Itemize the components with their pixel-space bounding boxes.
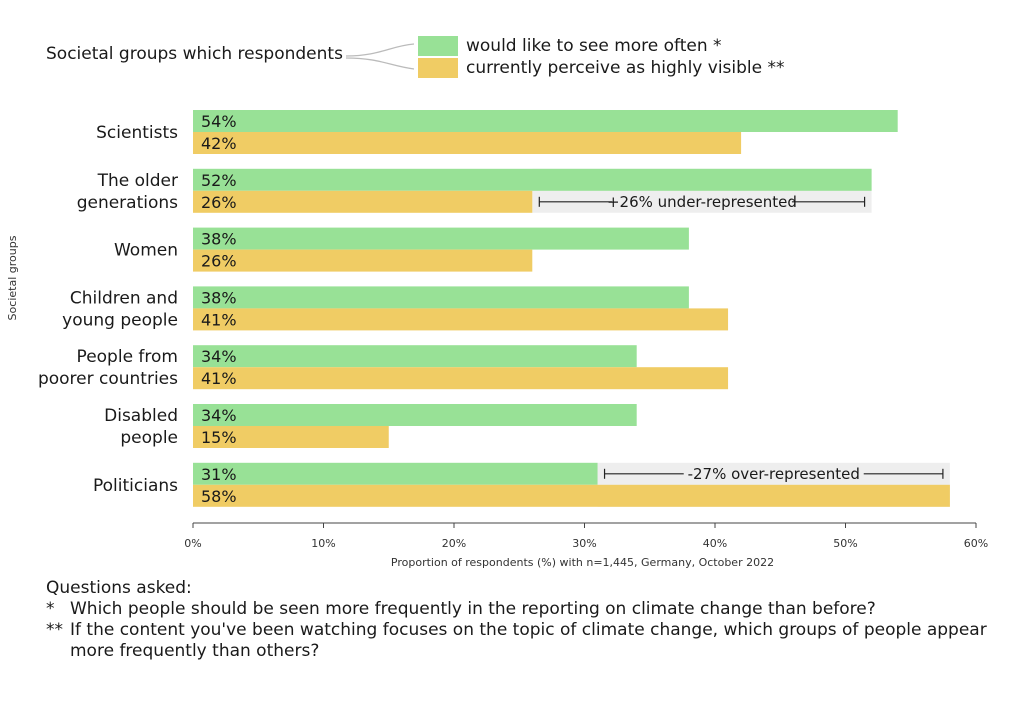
y-axis-title: Societal groups	[6, 235, 19, 320]
bar-chart: Societal groups 54% 42% Scientists 52% 26% The…	[6, 110, 988, 569]
x-tick-label-1: 0%	[184, 537, 201, 550]
x-tick-label-6: 50%	[833, 537, 857, 550]
bar-more-often-7	[193, 462, 598, 485]
category-label-4-line-1: Children and	[70, 288, 178, 308]
bar-highly-visible-5	[193, 367, 729, 390]
category-label-2-line-2: generations	[77, 193, 178, 213]
value-label-more-often-4: 38%	[201, 288, 237, 307]
x-tick-label-7: 60%	[964, 537, 988, 550]
bar-more-often-4	[193, 286, 689, 309]
category-label-1: Scientists	[96, 123, 178, 143]
value-label-more-often-7: 31%	[201, 465, 237, 484]
legend-connector	[345, 43, 415, 70]
bar-highly-visible-6	[193, 426, 389, 448]
x-tick-label-5: 40%	[703, 537, 727, 550]
bar-highly-visible-4	[193, 308, 729, 331]
value-label-highly-visible-2: 26%	[201, 193, 237, 212]
annotation-text-2: -27% over-represented	[688, 465, 860, 483]
bar-highly-visible-2	[193, 190, 533, 213]
category-label-2-line-1: The older	[97, 171, 178, 191]
questions-notes: Questions asked: * Which people should b…	[46, 578, 1006, 662]
category-label-4-line-2: young people	[62, 310, 178, 330]
note-mark-1: *	[46, 599, 55, 619]
legend-swatch-highly-visible	[418, 58, 458, 78]
bar-more-often-1	[193, 110, 898, 132]
bar-more-often-6	[193, 404, 637, 426]
note-item-1: * Which people should be seen more frequ…	[46, 599, 1006, 620]
value-label-more-often-6: 34%	[201, 406, 237, 425]
note-text-1: Which people should be seen more frequen…	[70, 599, 876, 619]
value-label-more-often-3: 38%	[201, 230, 237, 249]
bar-more-often-5	[193, 345, 637, 368]
x-tick-label-3: 20%	[442, 537, 466, 550]
value-label-more-often-5: 34%	[201, 347, 237, 366]
notes-heading: Questions asked:	[46, 578, 192, 598]
value-label-more-often-2: 52%	[201, 171, 237, 190]
value-label-highly-visible-7: 58%	[201, 487, 237, 506]
note-text-2: If the content you've been watching focu…	[70, 620, 987, 661]
note-item-2: ** If the content you've been watching f…	[46, 620, 1006, 662]
legend-label-more-often: would like to see more often *	[466, 36, 722, 56]
value-label-highly-visible-1: 42%	[201, 134, 237, 153]
note-mark-2: **	[46, 620, 63, 640]
legend-label-highly-visible: currently perceive as highly visible **	[466, 58, 785, 78]
category-label-5-line-2: poorer countries	[38, 369, 178, 389]
legend-title: Societal groups which respondents	[46, 44, 343, 64]
category-label-5-line-1: People from	[77, 347, 178, 367]
bar-more-often-3	[193, 227, 689, 250]
x-tick-label-4: 30%	[572, 537, 596, 550]
category-label-7: Politicians	[93, 476, 178, 496]
category-label-6-line-1: Disabled	[104, 406, 178, 426]
bar-more-often-2	[193, 168, 872, 191]
x-tick-label-2: 10%	[311, 537, 335, 550]
x-axis-title: Proportion of respondents (%) with n=1,4…	[391, 556, 774, 569]
value-label-highly-visible-4: 41%	[201, 310, 237, 329]
bar-highly-visible-1	[193, 132, 742, 154]
legend-swatch-more-often	[418, 36, 458, 56]
category-label-3: Women	[114, 241, 178, 261]
annotation-text-1: +26% under-represented	[607, 193, 797, 211]
value-label-highly-visible-6: 15%	[201, 428, 237, 447]
bar-highly-visible-3	[193, 249, 533, 272]
value-label-highly-visible-5: 41%	[201, 369, 237, 388]
category-label-6-line-2: people	[120, 428, 178, 448]
bar-highly-visible-7	[193, 484, 950, 507]
value-label-more-often-1: 54%	[201, 112, 237, 131]
value-label-highly-visible-3: 26%	[201, 252, 237, 271]
